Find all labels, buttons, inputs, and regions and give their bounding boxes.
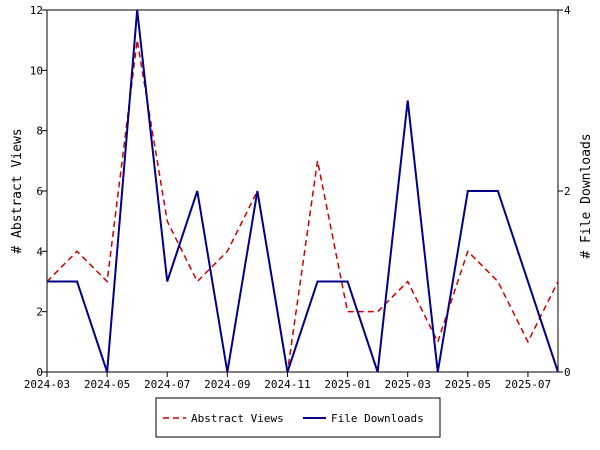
x-tick-label: 2025-05 — [445, 378, 491, 391]
x-tick-label: 2024-07 — [144, 378, 190, 391]
legend-label-file-downloads: File Downloads — [331, 412, 424, 425]
y-right-tick-label: 0 — [564, 366, 571, 379]
x-tick-label: 2025-07 — [505, 378, 551, 391]
y-right-tick-label: 4 — [564, 4, 571, 17]
x-tick-label: 2024-05 — [84, 378, 130, 391]
y-axis-left: 0 2 4 6 8 10 12 — [30, 4, 47, 379]
y-left-axis-title: # Abstract Views — [10, 128, 25, 253]
y-right-tick-label: 2 — [564, 185, 571, 198]
series-line-abstract-views — [46, 40, 559, 373]
x-tick-label: 2024-09 — [204, 378, 250, 391]
legend: Abstract Views File Downloads — [155, 397, 441, 438]
series-layer — [46, 9, 559, 373]
x-axis: 2024-03 2024-05 2024-07 2024-09 2024-11 2025-… — [24, 372, 551, 391]
y-left-tick-label: 10 — [30, 64, 43, 77]
y-left-tick-label: 2 — [36, 306, 43, 319]
x-tick-label: 2024-03 — [24, 378, 70, 391]
series-line-file-downloads — [47, 9, 559, 373]
y-left-tick-label: 0 — [36, 366, 43, 379]
y-left-tick-label: 12 — [30, 4, 43, 17]
x-tick-label: 2024-11 — [264, 378, 310, 391]
x-tick-label: 2025-03 — [385, 378, 431, 391]
y-right-axis-title: # File Downloads — [579, 133, 594, 258]
x-tick-label: 2025-01 — [324, 378, 370, 391]
y-left-tick-label: 8 — [36, 125, 43, 138]
y-left-tick-label: 4 — [36, 245, 43, 258]
y-left-tick-label: 6 — [36, 185, 43, 198]
legend-box — [155, 397, 441, 438]
y-axis-right: 0 2 4 — [558, 4, 571, 379]
legend-label-abstract-views: Abstract Views — [191, 412, 284, 425]
